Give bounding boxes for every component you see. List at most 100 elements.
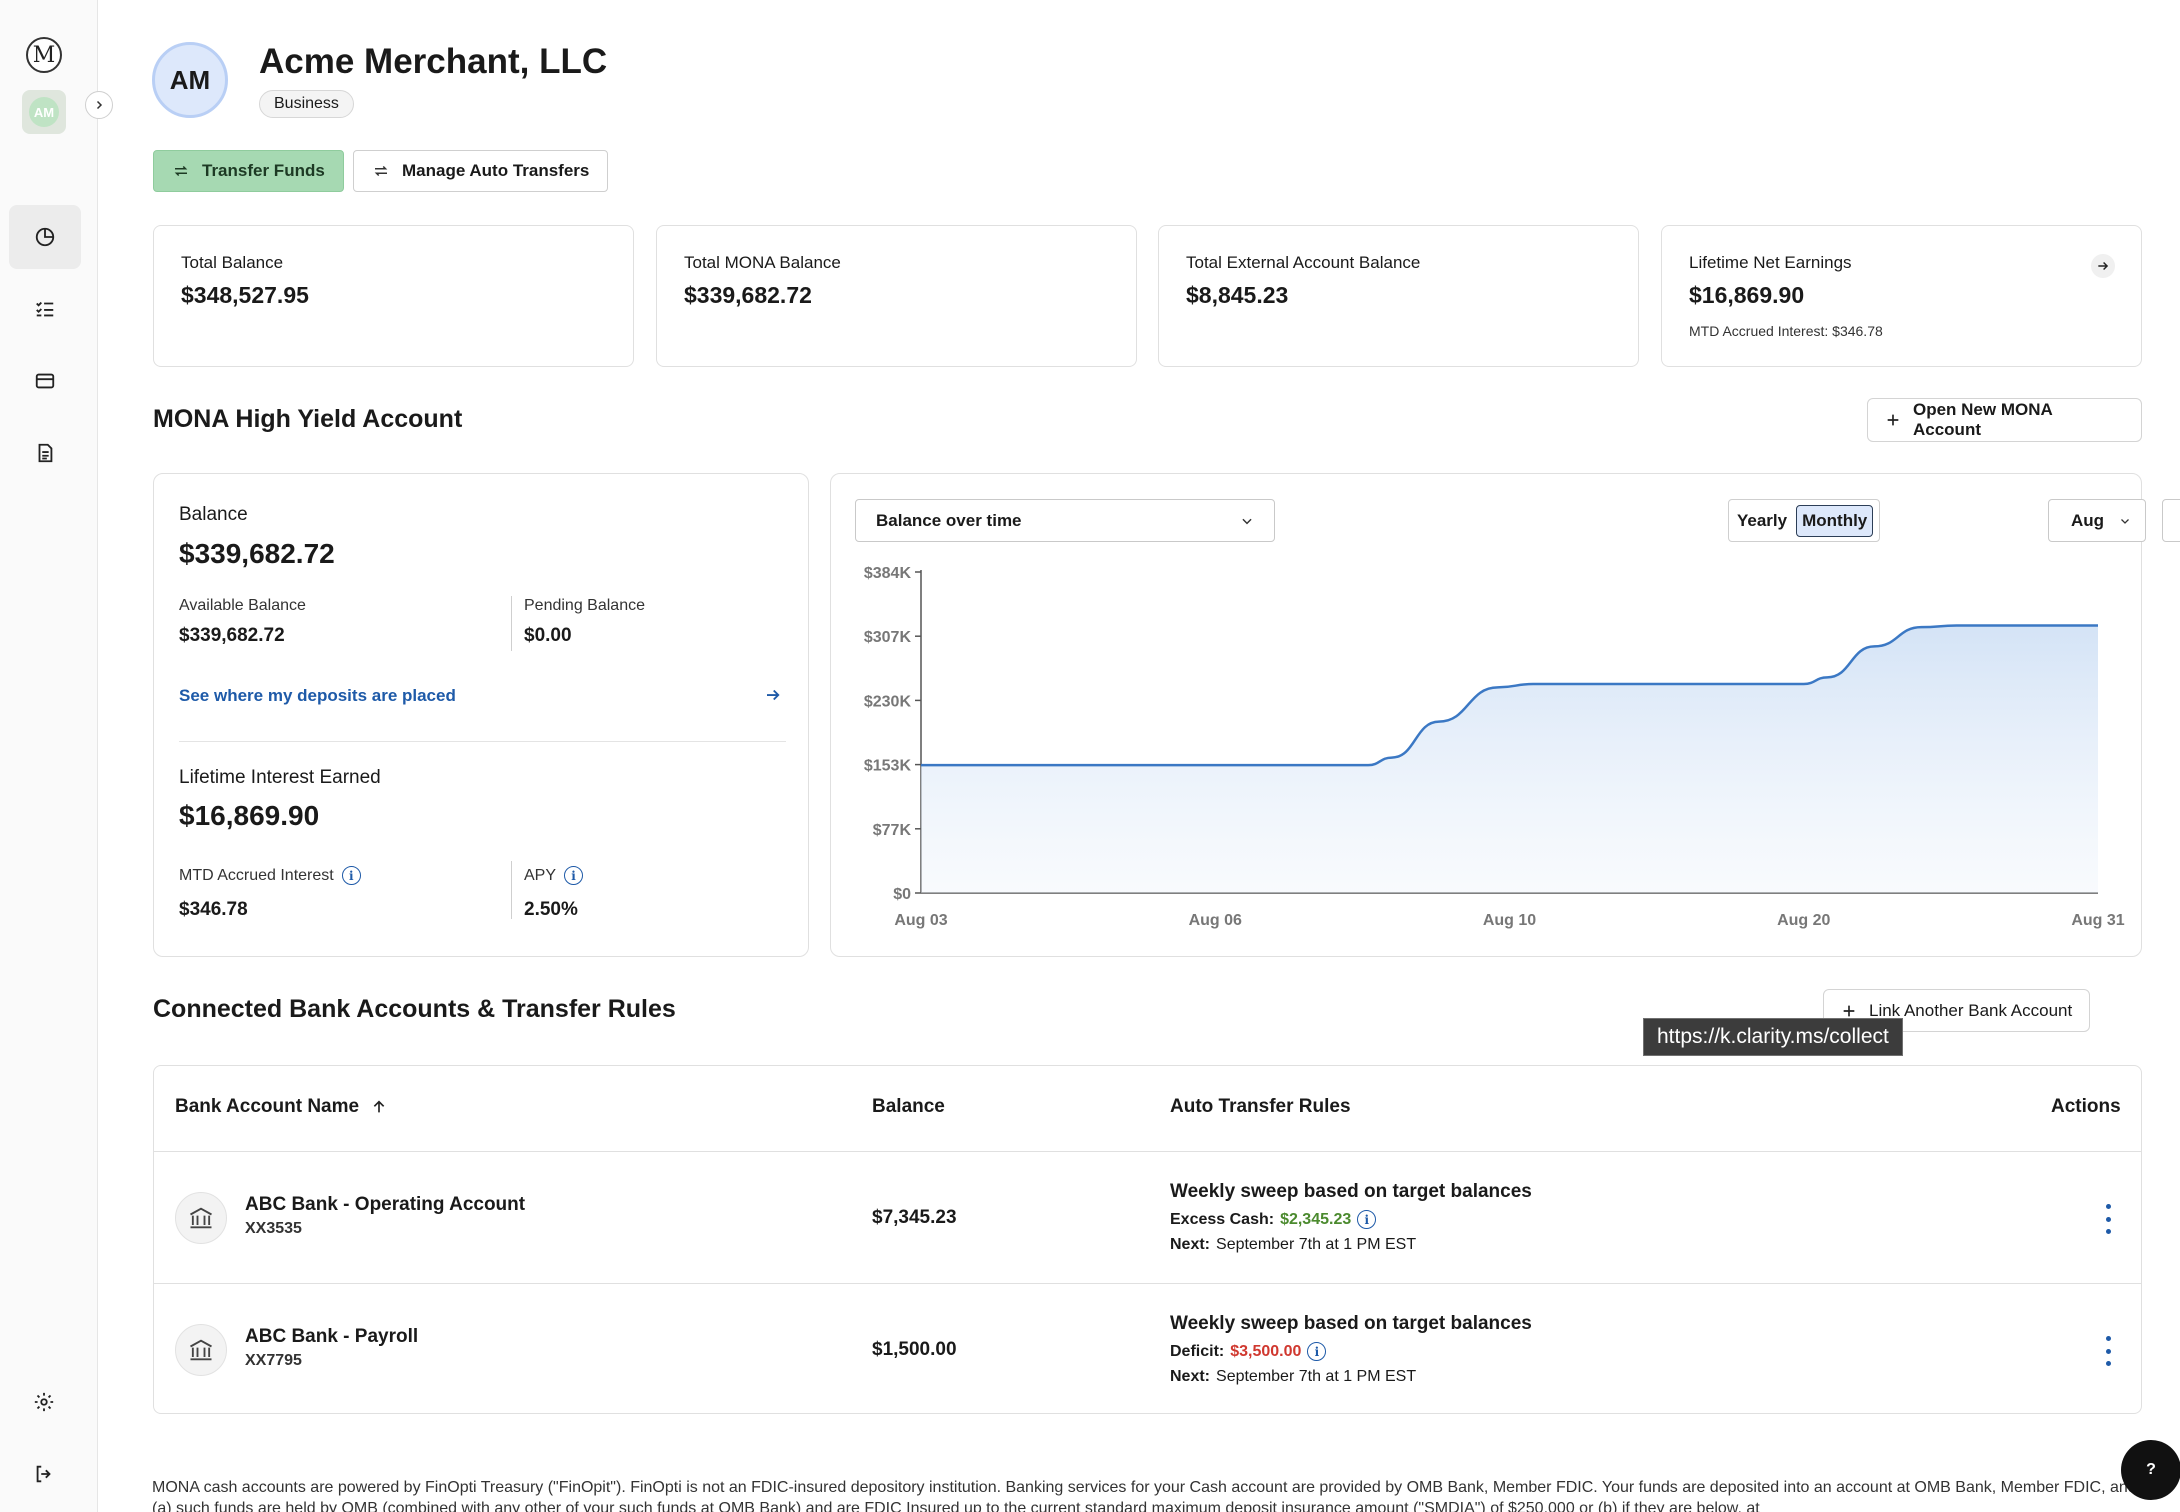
- table-row: ABC Bank - Operating Account XX3535 $7,3…: [154, 1151, 2141, 1283]
- y-tick-label: $384K: [864, 565, 912, 582]
- transfer-funds-button[interactable]: Transfer Funds: [153, 150, 344, 192]
- rule-next-label: Next:: [1170, 1368, 1211, 1385]
- rule-next: Next: September 7th at 1 PM EST: [1170, 1236, 1416, 1254]
- rule-next-value: September 7th at 1 PM EST: [1216, 1236, 1417, 1253]
- column-header-rules: Auto Transfer Rules: [1170, 1096, 1351, 1117]
- divider: [179, 741, 786, 742]
- pie-chart-icon: [35, 227, 55, 247]
- available-balance-text: Available Balance: [179, 597, 306, 614]
- mona-balance-card: Balance $339,682.72 Available Balance $3…: [153, 473, 809, 957]
- rule-status-label: Deficit:: [1170, 1342, 1225, 1360]
- apy-label: APY i: [524, 866, 584, 885]
- merchant-avatar: AM: [152, 42, 228, 118]
- info-icon[interactable]: i: [564, 866, 584, 885]
- info-icon[interactable]: i: [341, 866, 361, 885]
- bank-icon: [175, 1192, 227, 1244]
- chevron-right-icon: [96, 100, 103, 110]
- x-tick-label: Aug 06: [1189, 912, 1242, 929]
- y-tick-label: $230K: [864, 693, 912, 710]
- x-tick-label: Aug 03: [894, 912, 947, 929]
- credit-card-icon: [35, 373, 55, 389]
- column-header-name[interactable]: Bank Account Name: [175, 1096, 387, 1118]
- month-select[interactable]: Aug: [2048, 499, 2146, 542]
- logout-button[interactable]: [26, 1456, 62, 1492]
- nav-dashboard[interactable]: [9, 205, 81, 269]
- rule-status-value: $2,345.23: [1280, 1210, 1352, 1228]
- workspace-switcher[interactable]: AM: [22, 90, 66, 134]
- sidebar-expand-button[interactable]: [85, 91, 113, 119]
- chart-metric-select[interactable]: Balance over time: [855, 499, 1275, 542]
- total-mona-balance-card: Total MONA Balance $339,682.72: [656, 225, 1137, 367]
- lifetime-net-earnings-card[interactable]: Lifetime Net Earnings $16,869.90 MTD Acc…: [1661, 225, 2142, 367]
- url-tooltip: https://k.clarity.ms/collect: [1643, 1018, 1903, 1056]
- chevron-down-icon: [2121, 518, 2129, 524]
- rule-next-value: September 7th at 1 PM EST: [1216, 1368, 1417, 1385]
- logo-letter: M: [32, 42, 56, 68]
- deposits-placement-link[interactable]: See where my deposits are placed: [179, 686, 456, 705]
- transfer-funds-label: Transfer Funds: [202, 161, 325, 180]
- stat-value: $8,845.23: [1186, 282, 1289, 308]
- total-external-balance-card: Total External Account Balance $8,845.23: [1158, 225, 1639, 367]
- y-tick-label: $0: [893, 886, 911, 903]
- lifetime-interest-label: Lifetime Interest Earned: [179, 767, 381, 788]
- x-tick-label: Aug 10: [1483, 912, 1536, 929]
- logout-icon: [36, 1465, 51, 1483]
- period-toggle: Yearly Monthly: [1728, 499, 1880, 542]
- info-icon[interactable]: i: [1307, 1342, 1327, 1361]
- bank-account-name: ABC Bank - Operating Account: [245, 1194, 526, 1215]
- chevron-down-icon: [1242, 518, 1252, 524]
- pending-balance-text: Pending Balance: [524, 597, 645, 614]
- x-tick-label: Aug 31: [2071, 912, 2124, 929]
- row-actions-menu-icon[interactable]: [2098, 1204, 2118, 1234]
- stat-label: Total External Account Balance: [1186, 253, 1421, 272]
- disclaimer-text: MONA cash accounts are powered by FinOpt…: [152, 1479, 2137, 1512]
- arrow-right-icon[interactable]: [2091, 254, 2115, 278]
- gear-icon: [34, 1392, 54, 1412]
- divider: [511, 861, 512, 919]
- column-header-actions: Actions: [2051, 1096, 2121, 1117]
- manage-auto-transfers-button[interactable]: Manage Auto Transfers: [353, 150, 609, 192]
- monthly-toggle[interactable]: Monthly: [1796, 504, 1874, 537]
- stat-label: Total Balance: [181, 253, 284, 272]
- document-icon: [38, 443, 53, 463]
- connected-section-title: Connected Bank Accounts & Transfer Rules: [153, 995, 676, 1023]
- bank-accounts-table: Bank Account Name Balance Auto Transfer …: [153, 1065, 2142, 1414]
- mtd-accrued-text: MTD Accrued Interest: [179, 866, 334, 884]
- rule-status-label: Excess Cash:: [1170, 1210, 1275, 1228]
- help-button[interactable]: ?: [2121, 1440, 2180, 1500]
- sidebar: M AM: [0, 0, 98, 1512]
- row-actions-menu-icon[interactable]: [2098, 1336, 2118, 1366]
- page-title: Acme Merchant, LLC: [259, 42, 608, 81]
- balance-label: Balance: [179, 504, 248, 525]
- x-tick-label: Aug 20: [1777, 912, 1830, 929]
- sort-ascending-icon: [373, 1100, 385, 1113]
- y-tick-label: $307K: [864, 629, 912, 646]
- pending-balance-value: $0.00: [524, 625, 572, 646]
- nav-cards[interactable]: [9, 349, 81, 413]
- arrow-right-icon[interactable]: [764, 686, 782, 709]
- open-mona-account-button[interactable]: Open New MONA Account: [1867, 398, 2142, 442]
- total-balance-card: Total Balance $348,527.95: [153, 225, 634, 367]
- bank-balance: $1,500.00: [872, 1339, 957, 1360]
- year-select[interactable]: 2026: [2162, 499, 2180, 542]
- month-value: Aug: [2071, 510, 2105, 530]
- lifetime-interest-value: $16,869.90: [179, 800, 320, 831]
- settings-button[interactable]: [26, 1384, 62, 1420]
- plus-icon: [1843, 1005, 1855, 1016]
- nav-documents[interactable]: [9, 421, 81, 485]
- repeat-icon: [374, 165, 388, 177]
- stat-label: Total MONA Balance: [684, 253, 841, 272]
- yearly-toggle[interactable]: Yearly: [1737, 510, 1788, 530]
- account-type-badge: Business: [259, 90, 354, 118]
- app-logo[interactable]: M: [26, 37, 62, 73]
- balance-over-time-chart: $0 $77K $153K $230K $307K $384K Aug 03 Aug 06 Au…: [864, 565, 2125, 929]
- rule-status-value: $3,500.00: [1230, 1342, 1302, 1360]
- nav-transactions[interactable]: [9, 277, 81, 341]
- stat-value: $339,682.72: [684, 282, 812, 308]
- checklist-icon: [36, 301, 54, 317]
- rule-next-label: Next:: [1170, 1236, 1211, 1253]
- apy-text: APY: [524, 866, 557, 884]
- info-icon[interactable]: i: [1357, 1210, 1377, 1229]
- chart-metric-value: Balance over time: [876, 510, 1022, 530]
- balance-value: $339,682.72: [179, 538, 335, 569]
